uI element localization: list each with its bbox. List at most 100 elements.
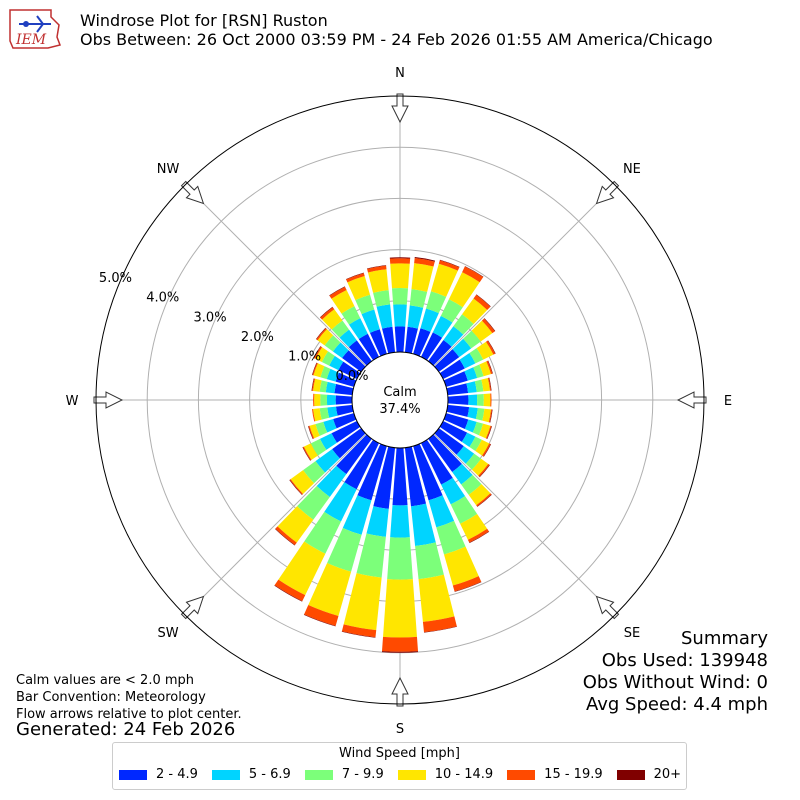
windrose-bar-segment <box>418 574 455 622</box>
windrose-bar-segment <box>410 503 436 547</box>
radial-tick-label: 4.0% <box>146 291 179 306</box>
chart-subtitle: Obs Between: 26 Oct 2000 03:59 PM - 24 F… <box>80 30 713 49</box>
windrose-bar-segment <box>439 259 460 268</box>
windrose-bar-segment <box>390 263 410 289</box>
generated-date: Generated: 24 Feb 2026 <box>16 719 236 740</box>
windrose-bar-segment <box>320 366 331 380</box>
windrose-bar-segment <box>313 393 315 407</box>
windrose-bar-segment <box>355 294 375 315</box>
windrose-bar-segment <box>446 383 469 396</box>
legend-label: 7 - 9.9 <box>341 767 384 782</box>
windrose-bar-segment <box>382 326 396 354</box>
windrose-bar-segment <box>415 542 444 580</box>
windrose-bar-segment <box>477 494 492 507</box>
windrose-bar-segment <box>335 395 353 405</box>
windrose-bar-segment <box>278 541 326 596</box>
windrose-bar-segment <box>310 438 327 456</box>
windrose-bar-segment <box>434 428 464 455</box>
flow-arrow-icon <box>93 391 124 409</box>
windrose-bar-segment <box>393 304 407 327</box>
windrose-bar-segment <box>327 406 338 418</box>
windrose-bar-segment <box>358 333 380 361</box>
windrose-bar-segment <box>432 315 453 338</box>
windrose-bar-segment <box>387 537 413 580</box>
windrose-bar-segment <box>426 291 447 314</box>
windrose-bar-segment <box>314 393 321 407</box>
windrose-bar-segment <box>313 408 322 422</box>
windrose-bar-segment <box>473 364 484 379</box>
windrose-bar-segment <box>334 383 354 396</box>
legend-swatch <box>616 769 645 780</box>
windrose-bar-segment <box>452 463 473 485</box>
windrose-bar-segment <box>434 349 460 372</box>
windrose-bar-segment <box>485 340 496 355</box>
windrose-bar-segment <box>308 426 314 440</box>
windrose-bar-segment <box>367 265 387 273</box>
windrose-bar-segment <box>487 377 492 391</box>
windrose-bar-segment <box>312 378 316 392</box>
windrose-bar-segment <box>303 614 336 627</box>
grid-spoke <box>433 184 616 367</box>
windrose-bar-segment <box>320 307 335 320</box>
windrose-bar-segment <box>476 294 491 307</box>
windrose-bar-segment <box>422 616 457 633</box>
windrose-bar-segment <box>462 266 484 283</box>
windrose-bar-segment <box>308 562 352 617</box>
windrose-bar-segment <box>465 453 482 470</box>
windrose-bar-segment <box>475 439 490 456</box>
windrose-bar-segment <box>308 425 315 439</box>
windrose-bar-segment <box>309 424 320 439</box>
windrose-bar-segment <box>466 381 477 393</box>
windrose-bar-segment <box>469 436 482 452</box>
windrose-bar-segment <box>476 394 484 406</box>
windrose-bar-segment <box>414 257 436 262</box>
windrose-bar-segment <box>409 289 428 308</box>
windrose-bar-segment <box>484 318 496 332</box>
windrose-bar-segment <box>373 290 391 307</box>
grid-spoke <box>184 184 367 367</box>
windrose-bar-segment <box>469 348 484 364</box>
windrose-bar-segment <box>329 286 346 296</box>
windrose-bar-segment <box>383 579 417 638</box>
windrose-bar-segment <box>361 309 380 333</box>
windrose-bar-segment <box>369 329 387 357</box>
calm-value: 37.4% <box>379 402 420 417</box>
windrose-bar-segment <box>487 340 496 354</box>
windrose-bar-segment <box>332 428 366 459</box>
windrose-bar-segment <box>342 495 372 535</box>
windrose-bar-segment <box>428 339 452 366</box>
windrose-bar-segment <box>483 444 492 457</box>
windrose-bar-segment <box>274 585 303 602</box>
flow-arrow-icon <box>391 676 409 707</box>
windrose-bar-segment <box>469 531 490 544</box>
windrose-bar-segment <box>486 426 492 440</box>
legend-item: 15 - 19.9 <box>507 767 603 782</box>
calm-circle <box>351 351 449 449</box>
windrose-bar-segment <box>319 306 333 318</box>
windrose-bar-segment <box>464 266 484 278</box>
flow-arrow-icon <box>391 93 409 124</box>
windrose-bar-segment <box>289 479 304 495</box>
windrose-bar-segment <box>367 269 389 293</box>
windrose-bar-segment <box>452 338 472 358</box>
windrose-bar-segment <box>438 260 460 271</box>
windrose-bar-segment <box>471 320 493 342</box>
compass-label-se: SE <box>624 626 640 641</box>
grid-spoke <box>184 433 367 616</box>
windrose-bar-segment <box>428 434 462 473</box>
windrose-bar-segment <box>479 361 491 377</box>
windrose-bar-segment <box>436 520 466 555</box>
windrose-bar-segment <box>315 327 326 340</box>
windrose-bar-segment <box>356 533 386 578</box>
windrose-bar-segment <box>413 443 443 501</box>
windrose-bar-segment <box>468 484 491 506</box>
windrose-bar-segment <box>444 546 479 586</box>
windrose-bar-segment <box>482 408 492 423</box>
legend: Wind Speed [mph] 2 - 4.9 5 - 6.9 7 - 9.9 10… <box>112 742 687 790</box>
windrose-bar-segment <box>392 447 408 506</box>
legend-swatch <box>304 769 333 780</box>
radial-tick-label: 2.0% <box>241 330 274 345</box>
windrose-bar-segment <box>404 446 427 507</box>
legend-label: 5 - 6.9 <box>248 767 291 782</box>
flow-arrow-icon <box>676 391 707 409</box>
